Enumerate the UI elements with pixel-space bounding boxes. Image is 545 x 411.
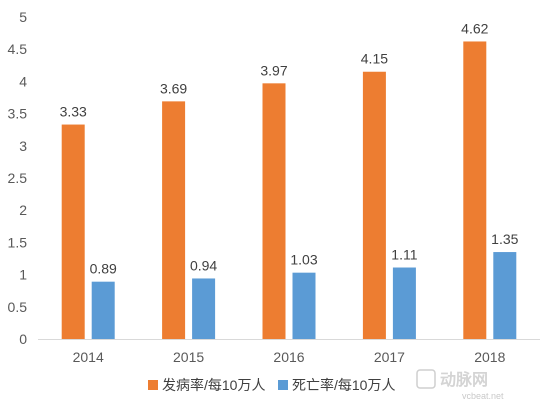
y-tick-label: 0 xyxy=(19,331,27,347)
data-label: 3.69 xyxy=(160,80,187,96)
bar-mortality xyxy=(192,278,216,339)
data-label: 3.97 xyxy=(260,62,287,78)
data-label: 0.94 xyxy=(190,257,217,273)
y-tick-label: 2 xyxy=(19,202,27,218)
x-tick-label: 2018 xyxy=(474,349,505,365)
bar-mortality xyxy=(91,281,115,339)
data-label: 4.62 xyxy=(461,20,488,36)
y-tick-label: 2.5 xyxy=(8,170,28,186)
y-axis: 0 0.5 1 1.5 2 2.5 3 3.5 4 4.5 5 xyxy=(8,9,28,347)
bar-mortality xyxy=(493,252,517,339)
legend-label-mortality: 死亡率/每10万人 xyxy=(292,377,395,393)
data-label: 0.89 xyxy=(90,261,117,277)
bar-mortality xyxy=(292,272,316,339)
y-tick-label: 3.5 xyxy=(8,106,28,122)
legend-swatch-incidence xyxy=(148,380,158,390)
legend-label-incidence: 发病率/每10万人 xyxy=(162,377,265,393)
x-tick-label: 2014 xyxy=(73,349,104,365)
x-tick-label: 2016 xyxy=(273,349,304,365)
bar-mortality xyxy=(392,267,416,339)
data-label: 1.03 xyxy=(290,252,317,268)
y-tick-label: 5 xyxy=(19,9,27,25)
data-label: 4.15 xyxy=(361,51,388,67)
y-tick-label: 0.5 xyxy=(8,299,28,315)
x-tick-label: 2017 xyxy=(374,349,405,365)
value-labels: 3.33 0.89 3.69 0.94 3.97 1.03 4.15 1.11 4.62 1.35 xyxy=(60,20,519,276)
watermark: 动脉网 vcbeat.net xyxy=(416,369,504,401)
bar-incidence xyxy=(262,83,286,339)
x-tick-label: 2015 xyxy=(173,349,204,365)
y-tick-label: 3 xyxy=(19,138,27,154)
bar-incidence xyxy=(362,71,386,340)
bar-incidence xyxy=(61,124,85,339)
bar-incidence xyxy=(463,41,487,340)
y-tick-label: 4.5 xyxy=(8,41,28,57)
watermark-logo-icon xyxy=(416,369,436,389)
y-tick-label: 1.5 xyxy=(8,234,28,250)
y-tick-label: 1 xyxy=(19,267,27,283)
data-label: 3.33 xyxy=(60,104,87,120)
data-label: 1.11 xyxy=(391,247,417,263)
bars xyxy=(61,41,517,340)
bar-incidence xyxy=(162,101,186,339)
legend-swatch-mortality xyxy=(278,380,288,390)
data-label: 1.35 xyxy=(491,231,518,247)
y-tick-label: 4 xyxy=(19,73,27,89)
watermark-logo-text: 动脉网 xyxy=(440,370,488,389)
legend: 发病率/每10万人 死亡率/每10万人 xyxy=(148,377,395,393)
watermark-site: vcbeat.net xyxy=(462,391,504,401)
x-axis: 2014 2015 2016 2017 2018 xyxy=(38,339,540,365)
